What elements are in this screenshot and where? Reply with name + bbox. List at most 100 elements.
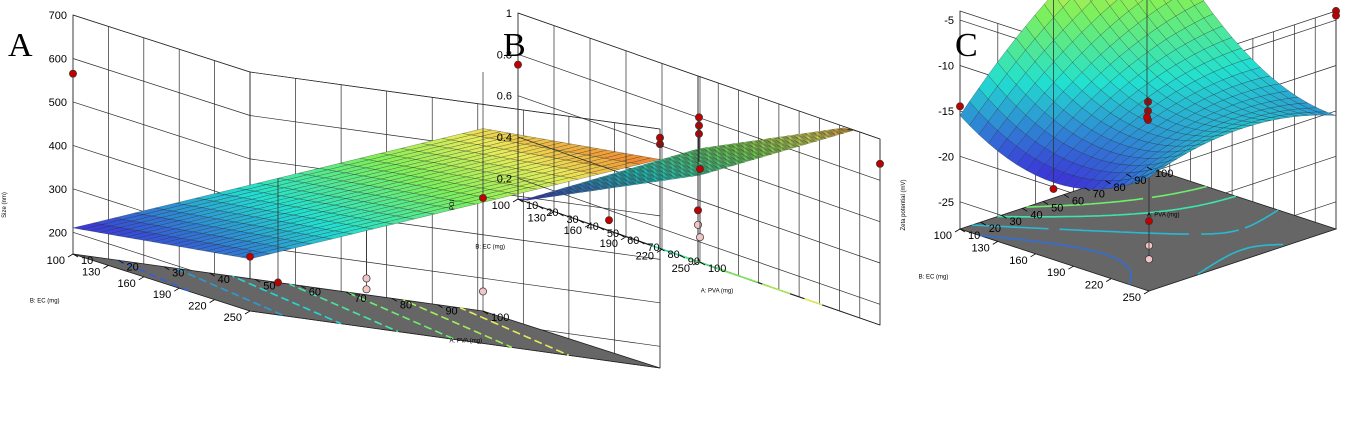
x-tick (1084, 187, 1090, 192)
y-tick (1068, 265, 1074, 270)
y-tick (1105, 278, 1112, 282)
z-tick-label: 0.4 (497, 132, 512, 144)
y-tick (992, 241, 999, 245)
y-tick-label: 160 (564, 225, 582, 237)
z-axis-label: Zeta potential (mV) (901, 179, 907, 230)
design-point (274, 278, 282, 287)
z-tick-label: -5 (944, 15, 954, 27)
x-tick (578, 219, 584, 224)
x-tick-label: 50 (607, 228, 619, 240)
y-tick-label: 220 (1085, 280, 1103, 292)
design-point (362, 274, 371, 283)
x-tick (1063, 194, 1070, 198)
x-tick-label: 10 (81, 255, 93, 267)
x-tick (346, 291, 352, 296)
x-tick-label: 20 (989, 223, 1001, 235)
x-tick (1146, 166, 1153, 171)
contour-line (289, 283, 399, 333)
x-tick-label: 20 (127, 261, 139, 273)
x-tick-label: 60 (309, 287, 321, 299)
x-tick (163, 266, 170, 271)
y-tick (209, 299, 215, 303)
x-tick-label: 70 (1093, 189, 1105, 201)
y-tick (244, 310, 251, 315)
surface-facet (1089, 0, 1094, 2)
x-tick (1001, 214, 1007, 219)
y-tick-label: 130 (82, 266, 100, 278)
response-surface (959, 0, 1337, 190)
x-tick (517, 198, 524, 203)
y-tick-label: 100 (934, 230, 952, 242)
y-tick-label: 100 (47, 255, 65, 267)
z-tick-label: -15 (938, 106, 954, 118)
y-tick-label: 160 (1009, 255, 1027, 267)
design-point (605, 216, 613, 225)
x-tick (118, 259, 124, 264)
y-tick-label: 160 (117, 278, 135, 290)
z-axis-label: Size (nm) (2, 192, 8, 218)
response-surface (517, 127, 881, 201)
y-tick (954, 228, 961, 233)
x-tick (699, 261, 706, 266)
y-axis-label: B: EC (mg) (30, 299, 60, 305)
design-point (69, 69, 77, 78)
z-axis-label: PDI (450, 200, 456, 210)
z-tick-label: -20 (938, 151, 954, 163)
surface-facet (1091, 180, 1112, 190)
x-axis-label: A: PVA (mg) (1147, 212, 1180, 218)
z-tick-label: 300 (49, 184, 67, 196)
x-tick (679, 254, 685, 259)
y-tick (656, 249, 663, 253)
design-point (1145, 217, 1153, 226)
x-tick (300, 285, 306, 290)
y-tick-label: 220 (636, 250, 654, 262)
x-tick-label: 10 (526, 200, 538, 212)
contour-line (719, 268, 759, 284)
design-point (656, 133, 664, 142)
z-tick-label: 200 (49, 227, 67, 239)
x-tick-label: 70 (647, 242, 659, 254)
x-tick (639, 240, 645, 245)
design-point (694, 206, 702, 215)
surface-facet (517, 197, 537, 201)
contour-line (979, 234, 1132, 285)
x-tick-label: 50 (1051, 202, 1063, 214)
x-tick (72, 253, 79, 258)
x-tick (482, 310, 489, 315)
contour-line (804, 298, 823, 306)
x-tick-label: 90 (1134, 175, 1146, 187)
y-tick (1143, 290, 1150, 295)
floor-plane (958, 166, 1338, 292)
tick-labels: 200 300 400 500 600 700 10 20 30 40 50 60 70 80 90 100 1… (47, 10, 510, 324)
x-tick-label: 100 (708, 263, 726, 275)
y-tick (173, 287, 180, 292)
y-tick-label: 100 (492, 200, 510, 212)
z-tick-label: 1 (506, 8, 512, 20)
tick-labels: 0.20.40.60.81102030405060708090100100130… (492, 8, 727, 275)
design-point (362, 285, 371, 294)
x-axis-label: A: PVA (mg) (450, 338, 483, 344)
x-tick-label: 30 (566, 214, 578, 226)
y-axis-label: B: EC (mg) (475, 244, 505, 250)
y-tick (67, 253, 74, 258)
z-tick-label: 0.6 (497, 91, 512, 103)
design-points-above (956, 0, 1340, 226)
design-point (514, 60, 522, 69)
x-tick (437, 304, 443, 309)
z-tick-label: 600 (49, 53, 67, 65)
z-tick-label: -10 (938, 61, 954, 73)
design-points-above (514, 60, 884, 225)
x-tick-label: 80 (400, 299, 412, 311)
x-tick-label: 60 (627, 235, 639, 247)
x-tick (209, 272, 215, 277)
y-tick-label: 130 (971, 242, 989, 254)
x-tick (1022, 207, 1028, 212)
contour-line (761, 283, 791, 295)
design-point (956, 102, 964, 111)
contour-line (232, 275, 342, 325)
x-tick-label: 80 (668, 249, 680, 261)
x-tick-label: 50 (263, 280, 275, 292)
design-point (694, 220, 702, 229)
x-tick-label: 40 (1030, 209, 1042, 221)
